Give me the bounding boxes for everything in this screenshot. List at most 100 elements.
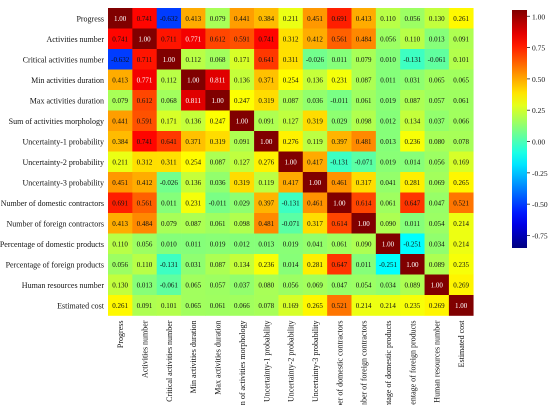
cell-value-label: 0.011 bbox=[185, 240, 201, 248]
cell-value-label: 0.089 bbox=[405, 281, 421, 289]
heatmap-cell bbox=[108, 233, 133, 255]
cell-value-label: 0.011 bbox=[356, 261, 372, 269]
heatmap-cell bbox=[229, 213, 255, 234]
heatmap-cell bbox=[424, 69, 450, 91]
heatmap-cell bbox=[181, 254, 206, 275]
cell-value-label: 0.413 bbox=[356, 15, 372, 23]
heatmap-cell bbox=[424, 131, 450, 152]
cell-value-label: 0.011 bbox=[332, 56, 348, 64]
heatmap-cell bbox=[254, 131, 279, 152]
colorbar-tick-label: 0.50 bbox=[532, 75, 545, 84]
cell-value-label: 0.080 bbox=[258, 281, 274, 289]
heatmap-cell bbox=[254, 28, 279, 50]
cell-value-label: 0.614 bbox=[356, 199, 372, 207]
heatmap-cell bbox=[156, 233, 182, 255]
colorbar-tick-label: 0.25 bbox=[532, 106, 545, 115]
cell-value-label: 0.011 bbox=[161, 199, 177, 207]
heatmap-cell bbox=[302, 131, 328, 152]
row-label: Uncertainty-1 probability bbox=[22, 137, 104, 146]
heatmap-cell bbox=[132, 8, 157, 29]
cell-value-label: 0.110 bbox=[380, 15, 396, 23]
heatmap-cell bbox=[132, 295, 157, 316]
cell-value-label: 0.235 bbox=[453, 261, 469, 269]
heatmap-cell bbox=[375, 131, 401, 152]
heatmap-cell bbox=[448, 49, 474, 70]
heatmap-cell bbox=[327, 192, 352, 214]
cell-value-label: 0.054 bbox=[429, 220, 445, 228]
heatmap-cell bbox=[205, 172, 231, 193]
cell-value-label: 0.087 bbox=[356, 76, 372, 84]
heatmap-cell bbox=[181, 49, 206, 70]
cell-value-label: 0.247 bbox=[210, 117, 226, 125]
heatmap-cell bbox=[351, 172, 377, 193]
heatmap-cell bbox=[278, 69, 304, 91]
cell-value-label: 0.235 bbox=[405, 302, 421, 310]
cell-value-label: 0.079 bbox=[356, 56, 372, 64]
cell-value-label: 0.591 bbox=[234, 35, 250, 43]
cell-value-label: 0.312 bbox=[283, 35, 299, 43]
cell-value-label: 0.037 bbox=[429, 117, 445, 125]
heatmap-cell bbox=[156, 295, 182, 316]
cell-value-label: 0.091 bbox=[453, 35, 469, 43]
heatmap-cell bbox=[254, 213, 279, 234]
heatmap-cell bbox=[400, 151, 425, 173]
heatmap-cell bbox=[400, 28, 425, 50]
heatmap-cell bbox=[327, 110, 352, 132]
heatmap-cell bbox=[400, 90, 425, 111]
cell-value-label: 0.711 bbox=[161, 35, 177, 43]
cell-value-label: 0.413 bbox=[112, 76, 128, 84]
colorbar-tick-label: -0.25 bbox=[532, 169, 548, 178]
heatmap-cell bbox=[375, 254, 401, 275]
heatmap-cell bbox=[375, 8, 401, 29]
heatmap-cell bbox=[327, 295, 352, 316]
cell-value-label: 0.317 bbox=[356, 179, 372, 187]
heatmap-cell bbox=[229, 110, 255, 132]
cell-value-label: 0.011 bbox=[405, 220, 421, 228]
cell-value-label: 0.214 bbox=[380, 302, 396, 310]
cell-value-label: 0.451 bbox=[112, 179, 128, 187]
heatmap-cell bbox=[108, 192, 133, 214]
cell-value-label: 0.261 bbox=[453, 15, 469, 23]
cell-value-label: 0.090 bbox=[380, 220, 396, 228]
heatmap-cell bbox=[254, 172, 279, 193]
row-labels: Progress Activities number Critical activi… bbox=[0, 14, 105, 310]
heatmap-cell bbox=[278, 49, 304, 70]
cell-value-label: -0.131 bbox=[403, 56, 422, 64]
cell-value-label: -0.011 bbox=[330, 97, 348, 105]
cell-value-label: 0.098 bbox=[356, 117, 372, 125]
cell-value-label: 0.561 bbox=[331, 35, 347, 43]
heatmap-cell bbox=[278, 274, 304, 296]
heatmap-cell bbox=[302, 69, 328, 91]
heatmap-cell bbox=[351, 213, 377, 234]
cell-value-label: 0.265 bbox=[453, 179, 469, 187]
heatmap-cell bbox=[448, 110, 474, 132]
heatmap-cell bbox=[375, 110, 401, 132]
cell-value-label: 0.441 bbox=[112, 117, 128, 125]
heatmap-cell bbox=[181, 90, 206, 111]
cell-value-label: 0.269 bbox=[429, 302, 445, 310]
heatmap-cell bbox=[278, 172, 304, 193]
cell-value-label: 0.741 bbox=[137, 15, 153, 23]
cell-value-label: 0.521 bbox=[331, 302, 347, 310]
heatmap-cell bbox=[351, 8, 377, 29]
heatmap-cell bbox=[448, 151, 474, 173]
cell-value-label: -0.026 bbox=[306, 56, 325, 64]
row-label: Percentage of foreign products bbox=[6, 260, 104, 269]
heatmap-cell bbox=[351, 28, 377, 50]
column-label: Human resources number bbox=[433, 320, 442, 403]
heatmap-cell bbox=[156, 131, 182, 152]
cell-value-label: 0.029 bbox=[331, 117, 347, 125]
cell-value-label: 0.211 bbox=[112, 158, 128, 166]
cell-value-label: 0.311 bbox=[283, 56, 299, 64]
heatmap-cell bbox=[254, 233, 279, 255]
heatmap-cell bbox=[108, 172, 133, 193]
heatmap-cell bbox=[132, 192, 157, 214]
cell-value-label: 1.00 bbox=[163, 56, 176, 64]
heatmap-cell bbox=[424, 192, 450, 214]
heatmap-cell bbox=[400, 192, 425, 214]
cell-value-label: 0.236 bbox=[258, 261, 274, 269]
heatmap-cell bbox=[400, 274, 425, 296]
cell-value-label: 0.068 bbox=[161, 97, 177, 105]
heatmap-cell bbox=[181, 233, 206, 255]
colorbar-tick-label: -0.50 bbox=[532, 200, 548, 209]
